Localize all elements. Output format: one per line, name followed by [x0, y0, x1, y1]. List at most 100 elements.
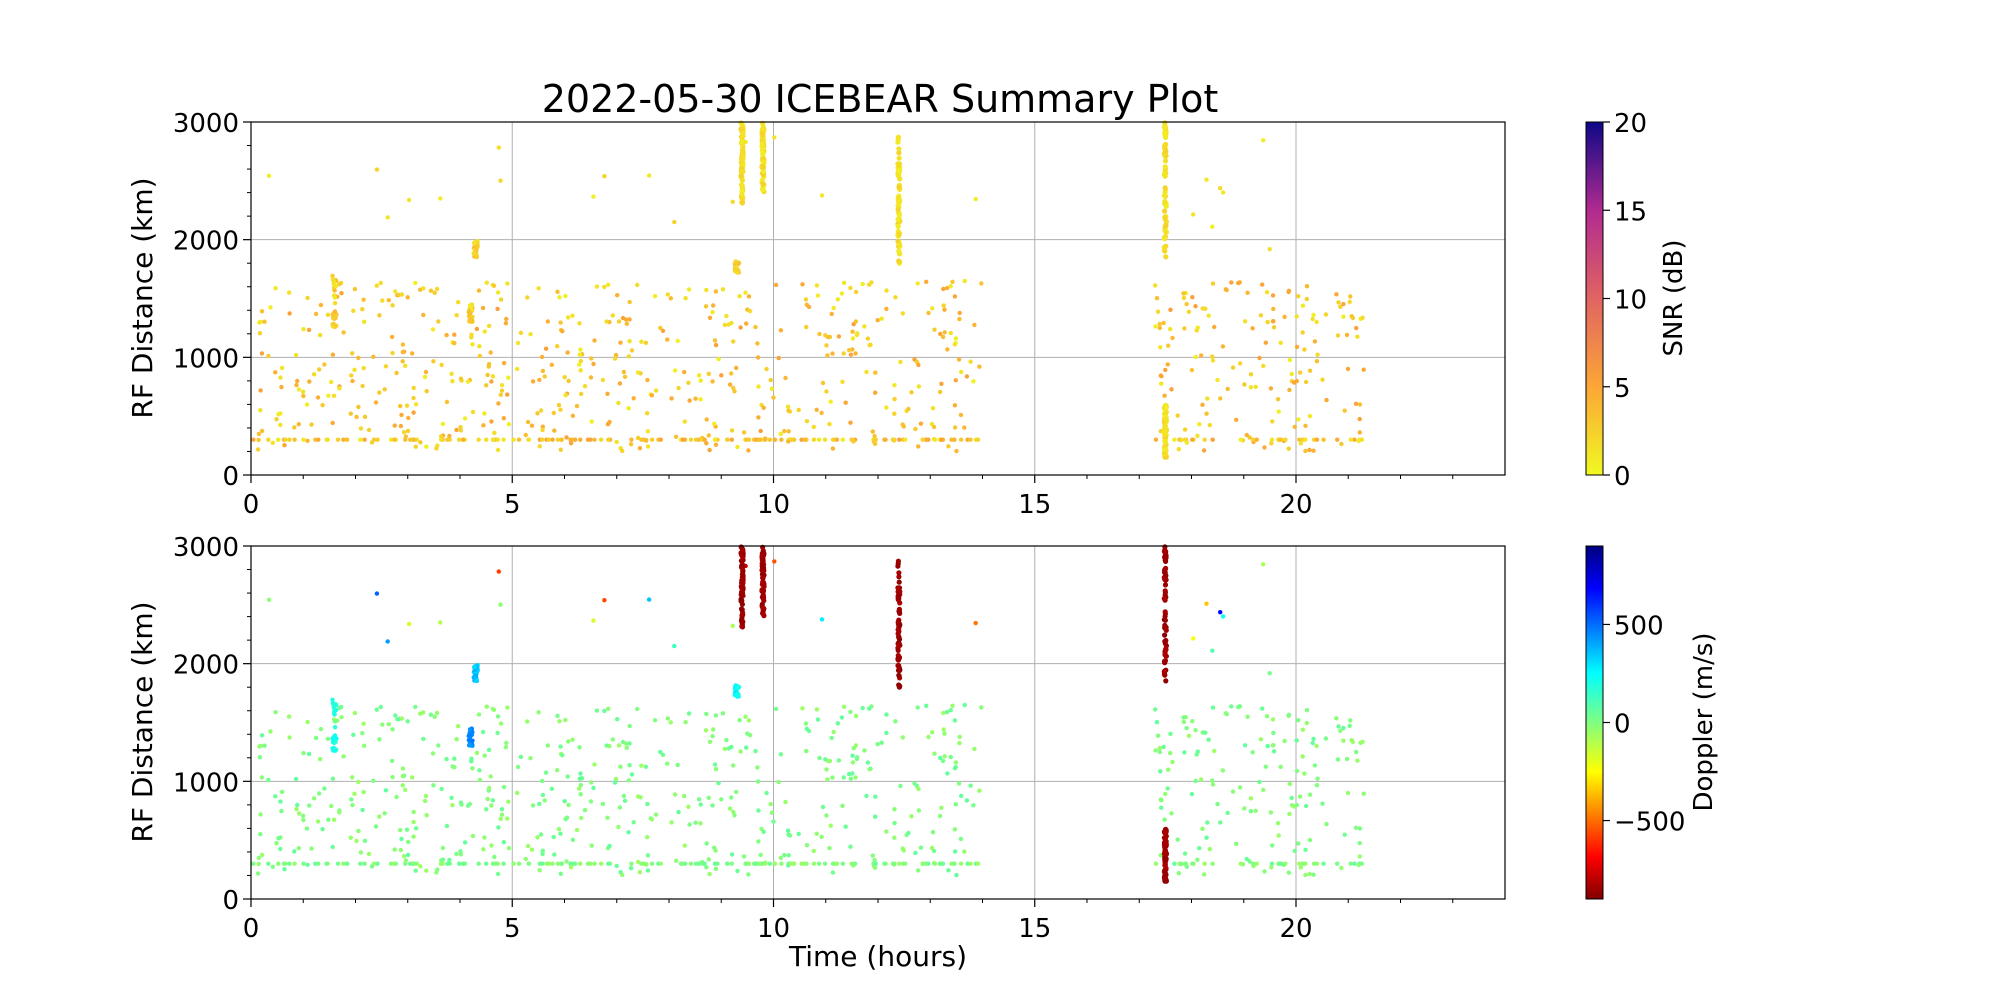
snr-point: [431, 359, 436, 364]
snr-point: [536, 286, 541, 291]
doppler-point: [756, 839, 761, 844]
snr-point: [540, 424, 545, 429]
doppler-point: [929, 845, 935, 851]
doppler-point: [683, 720, 688, 725]
doppler-point: [924, 703, 929, 708]
snr-point: [658, 437, 663, 442]
doppler-point: [824, 813, 829, 818]
snr-point: [315, 395, 321, 400]
doppler-point: [712, 845, 717, 850]
snr-point: [776, 355, 781, 361]
snr-point: [454, 313, 459, 318]
snr-point: [492, 430, 497, 436]
snr-point: [815, 293, 821, 298]
snr-point: [643, 340, 649, 345]
snr-point: [481, 423, 486, 428]
snr-point: [592, 437, 597, 442]
snr-point: [538, 408, 544, 413]
doppler-point: [1170, 759, 1175, 765]
doppler-point: [786, 863, 791, 868]
doppler-point: [331, 702, 337, 708]
snr-point: [771, 395, 776, 400]
doppler-point: [639, 763, 644, 768]
doppler-point: [490, 798, 496, 803]
doppler-point: [452, 765, 457, 770]
doppler-point: [505, 816, 510, 821]
snr-point: [578, 368, 583, 373]
snr-point: [977, 364, 982, 369]
doppler-point: [946, 868, 951, 873]
snr-point: [411, 437, 416, 442]
doppler-point: [1270, 843, 1275, 848]
snr-point: [1210, 437, 1215, 442]
snr-point: [649, 437, 655, 442]
doppler-point: [1153, 748, 1158, 753]
doppler-point: [273, 710, 278, 715]
doppler-point: [941, 710, 946, 716]
doppler-point: [740, 554, 746, 560]
doppler-point: [704, 841, 709, 846]
doppler-point: [1190, 719, 1195, 724]
snr-point: [711, 303, 716, 308]
doppler-point: [745, 731, 750, 736]
snr-point: [354, 414, 359, 420]
doppler-point: [915, 705, 920, 710]
snr-point: [558, 447, 563, 452]
doppler-point: [739, 615, 745, 622]
snr-point: [515, 340, 521, 346]
snr-point: [693, 396, 698, 401]
snr-point: [477, 353, 483, 359]
snr-point: [332, 288, 337, 293]
snr-point: [582, 384, 588, 389]
snr-point: [1225, 386, 1230, 392]
snr-point: [350, 351, 355, 356]
snr-point: [843, 400, 848, 405]
doppler-point: [454, 737, 459, 742]
doppler-point: [360, 807, 365, 813]
doppler-point: [286, 714, 292, 719]
snr-point: [712, 338, 718, 343]
doppler-point: [665, 716, 670, 721]
snr-point: [411, 410, 416, 415]
doppler-point: [504, 740, 509, 746]
snr-point: [348, 411, 353, 416]
snr-point: [722, 322, 728, 328]
doppler-point: [1286, 870, 1292, 875]
doppler-point: [846, 771, 852, 777]
doppler-point: [421, 710, 426, 715]
doppler-point: [739, 571, 746, 577]
doppler-point: [953, 765, 958, 770]
snr-point: [739, 182, 745, 189]
doppler-point: [1312, 763, 1318, 768]
doppler-point: [617, 805, 623, 810]
doppler-point: [896, 592, 902, 598]
snr-point: [1168, 307, 1173, 312]
snr-point: [528, 332, 533, 337]
snr-point: [716, 356, 721, 362]
snr-point: [398, 423, 404, 429]
snr-point: [1311, 312, 1316, 318]
doppler-point: [330, 776, 336, 781]
doppler-point: [498, 816, 503, 821]
snr-point: [729, 437, 734, 442]
snr-point: [713, 442, 719, 447]
doppler-point: [1162, 613, 1168, 619]
doppler-point: [850, 753, 855, 758]
snr-point: [884, 288, 889, 293]
snr-point: [658, 325, 663, 331]
snr-point: [1162, 438, 1168, 444]
snr-point: [703, 304, 709, 309]
snr-point: [1161, 416, 1168, 422]
snr-point: [266, 353, 271, 359]
doppler-point: [839, 715, 845, 720]
doppler-point: [696, 797, 702, 802]
snr-point: [948, 330, 953, 336]
doppler-point: [957, 734, 962, 740]
doppler-point: [872, 857, 877, 863]
doppler-point: [688, 861, 694, 866]
snr-point: [953, 336, 959, 341]
doppler-point: [898, 783, 903, 789]
snr-point: [727, 382, 733, 387]
doppler-point: [400, 783, 405, 788]
doppler-point: [645, 835, 650, 840]
